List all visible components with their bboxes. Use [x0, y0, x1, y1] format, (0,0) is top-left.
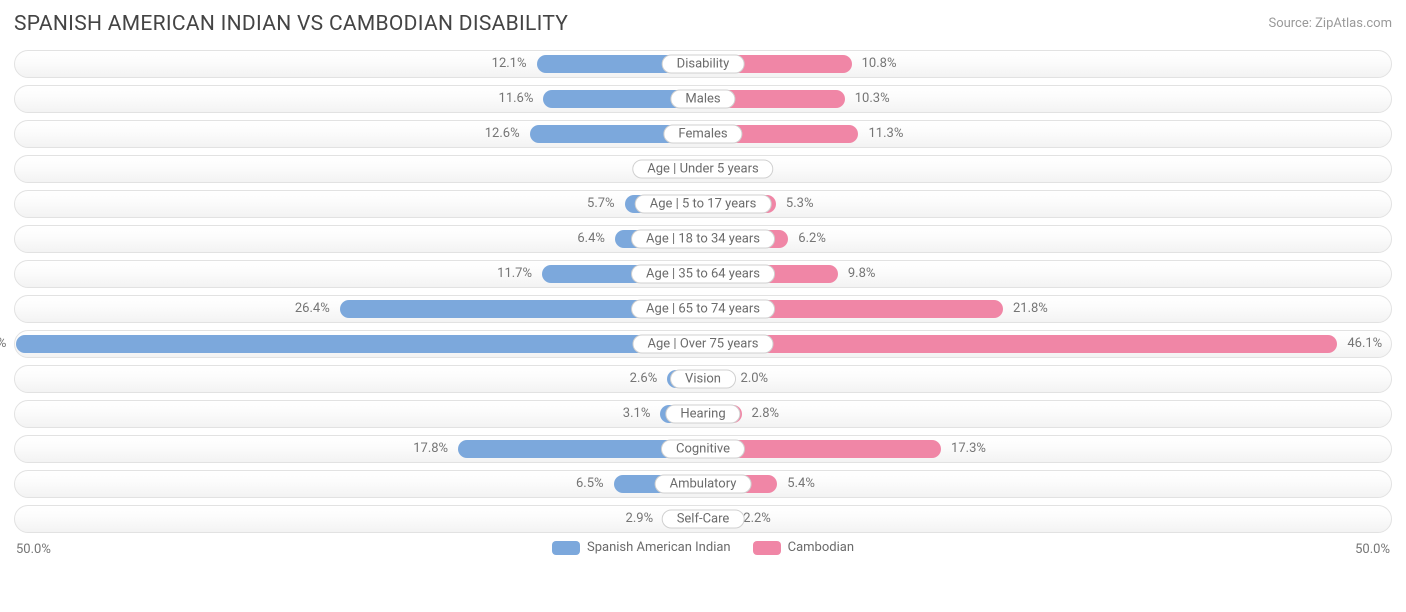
legend-swatch-right — [753, 541, 781, 555]
chart-row: 2.9% 2.2%Self-Care — [14, 505, 1392, 533]
chart-row: 12.6% 11.3% Females — [14, 120, 1392, 148]
chart-row: 1.3%1.2%Age | Under 5 years — [14, 155, 1392, 183]
legend-swatch-left — [552, 541, 580, 555]
chart-row: 49.9%46.1%Age | Over 75 years — [14, 330, 1392, 358]
value-left: 6.4% — [577, 226, 605, 252]
value-left: 6.5% — [576, 471, 604, 497]
value-left: 2.6% — [630, 366, 658, 392]
chart-row: 11.7% 9.8% Age | 35 to 64 years — [14, 260, 1392, 288]
chart-row: 11.6% 10.3% Males — [14, 85, 1392, 113]
value-left: 26.4% — [295, 296, 330, 322]
category-label: Vision — [670, 370, 736, 389]
legend-label-right: Cambodian — [788, 540, 854, 555]
chart-source: Source: ZipAtlas.com — [1268, 16, 1392, 31]
value-left: 17.8% — [413, 436, 448, 462]
value-right: 10.3% — [855, 86, 890, 112]
legend: Spanish American Indian Cambodian — [552, 540, 854, 555]
chart-title: SPANISH AMERICAN INDIAN VS CAMBODIAN DIS… — [14, 12, 568, 36]
value-left: 2.9% — [626, 506, 654, 532]
chart-row: 3.1% 2.8% Hearing — [14, 400, 1392, 428]
category-label: Age | Under 5 years — [632, 160, 773, 179]
category-label: Age | 65 to 74 years — [631, 300, 775, 319]
value-right: 5.3% — [786, 191, 814, 217]
category-label: Disability — [662, 55, 745, 74]
value-left: 12.6% — [485, 121, 520, 147]
value-left: 12.1% — [492, 51, 527, 77]
category-label: Age | 18 to 34 years — [631, 230, 775, 249]
chart-row: 6.5% 5.4% Ambulatory — [14, 470, 1392, 498]
value-right: 17.3% — [951, 436, 986, 462]
category-label: Age | Over 75 years — [633, 335, 774, 354]
chart-row: 12.1% 10.8% Disability — [14, 50, 1392, 78]
category-label: Males — [670, 90, 735, 109]
value-right: 9.8% — [848, 261, 876, 287]
value-left: 3.1% — [623, 401, 651, 427]
chart-footer: 50.0% Spanish American Indian Cambodian … — [14, 540, 1392, 562]
axis-max-left: 50.0% — [16, 542, 51, 557]
category-label: Hearing — [665, 405, 740, 424]
chart-row: 6.4% 6.2% Age | 18 to 34 years — [14, 225, 1392, 253]
value-right: 10.8% — [862, 51, 897, 77]
value-right: 6.2% — [798, 226, 826, 252]
category-label: Self-Care — [662, 510, 745, 529]
category-label: Females — [663, 125, 742, 144]
value-right: 21.8% — [1013, 296, 1048, 322]
bar-left — [16, 335, 703, 353]
legend-label-left: Spanish American Indian — [587, 540, 731, 555]
value-right: 2.0% — [741, 366, 769, 392]
category-label: Age | 35 to 64 years — [631, 265, 775, 284]
legend-item-right: Cambodian — [753, 540, 854, 555]
category-label: Ambulatory — [655, 475, 752, 494]
diverging-bar-chart: 12.1% 10.8% Disability 11.6% 10.3% Males 12.6%… — [14, 50, 1392, 533]
chart-row: 2.6% 2.0% Vision — [14, 365, 1392, 393]
category-label: Cognitive — [661, 440, 745, 459]
value-right: 2.2% — [743, 506, 771, 532]
value-right: 11.3% — [868, 121, 903, 147]
chart-row: 26.4% 21.8% Age | 65 to 74 years — [14, 295, 1392, 323]
value-right: 2.8% — [752, 401, 780, 427]
legend-item-left: Spanish American Indian — [552, 540, 731, 555]
chart-header: SPANISH AMERICAN INDIAN VS CAMBODIAN DIS… — [14, 12, 1392, 36]
chart-row: 17.8% 17.3% Cognitive — [14, 435, 1392, 463]
value-left: 5.7% — [587, 191, 615, 217]
value-left: 11.6% — [499, 86, 534, 112]
chart-row: 5.7% 5.3% Age | 5 to 17 years — [14, 190, 1392, 218]
value-left: 49.9% — [0, 331, 6, 357]
axis-max-right: 50.0% — [1355, 542, 1390, 557]
value-right: 46.1% — [1347, 331, 1382, 357]
bar-right — [703, 335, 1337, 353]
value-left: 11.7% — [497, 261, 532, 287]
value-right: 5.4% — [787, 471, 815, 497]
category-label: Age | 5 to 17 years — [635, 195, 772, 214]
